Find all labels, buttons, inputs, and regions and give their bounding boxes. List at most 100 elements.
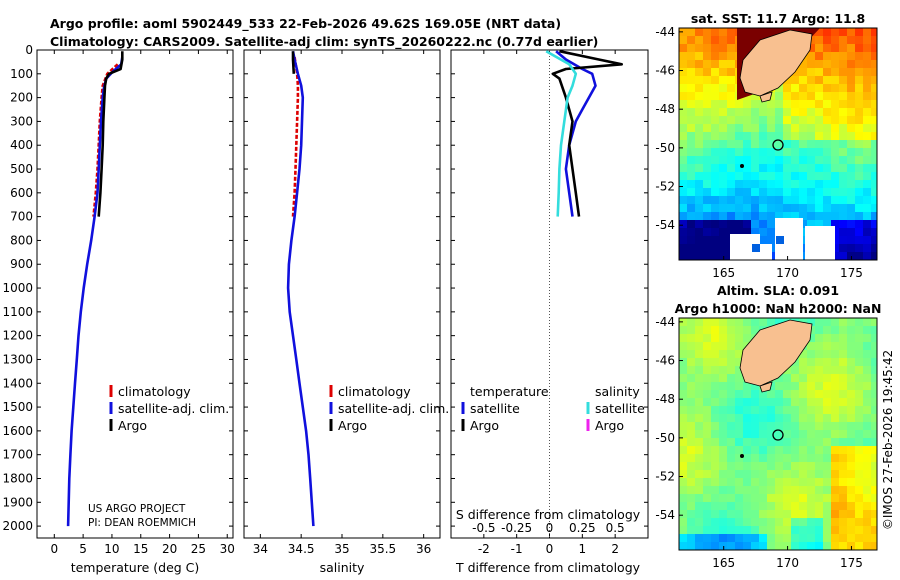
sst-cell xyxy=(799,76,807,84)
sla-cell xyxy=(703,542,711,550)
sla-cell xyxy=(855,382,863,390)
y-tick-label: 1200 xyxy=(2,329,33,343)
sst-cell xyxy=(831,180,839,188)
sla-cell xyxy=(695,350,703,358)
sla-cell xyxy=(831,462,839,470)
sla-cell xyxy=(727,374,735,382)
sla-cell xyxy=(855,542,863,550)
sst-cell xyxy=(831,84,839,92)
sla-cell xyxy=(871,494,877,502)
sst-cell xyxy=(847,172,855,180)
sla-float-marker xyxy=(772,429,784,441)
sla-cell xyxy=(759,518,767,526)
sla-cell xyxy=(703,342,711,350)
sst-cell xyxy=(735,228,743,236)
sla-cell xyxy=(719,494,727,502)
sst-cell xyxy=(679,116,687,124)
sla-cell xyxy=(679,486,687,494)
sla-cell xyxy=(791,518,799,526)
sla-cell xyxy=(799,390,807,398)
sst-cell xyxy=(839,140,847,148)
sst-cell xyxy=(823,204,831,212)
sla-cell xyxy=(775,382,783,390)
sla-cell xyxy=(751,422,759,430)
sla-cell xyxy=(855,454,863,462)
sla-map-title-2: Argo h1000: NaN h2000: NaN xyxy=(675,301,882,316)
sst-cell xyxy=(863,156,871,164)
sst-cell xyxy=(687,140,695,148)
legend-label-argo: Argo xyxy=(118,418,147,433)
sla-cell xyxy=(767,438,775,446)
sst-cell xyxy=(711,212,719,220)
sla-cell xyxy=(687,470,695,478)
sst-map-title: sat. SST: 11.7 Argo: 11.8 xyxy=(691,11,865,26)
sst-cell xyxy=(743,124,751,132)
sla-cell xyxy=(687,334,695,342)
sla-cell xyxy=(719,334,727,342)
sst-cell xyxy=(863,148,871,156)
sla-cell xyxy=(823,494,831,502)
sst-cell xyxy=(815,116,823,124)
sla-cell xyxy=(815,438,823,446)
sst-cell xyxy=(823,148,831,156)
sst-cell xyxy=(679,140,687,148)
sst-cell xyxy=(703,36,711,44)
sst-cell xyxy=(791,172,799,180)
sst-cell xyxy=(791,108,799,116)
sst-cell xyxy=(703,244,711,252)
project-label: US ARGO PROJECT xyxy=(88,503,186,515)
sla-cell xyxy=(823,454,831,462)
sla-cell xyxy=(687,550,695,558)
sla-cell xyxy=(839,534,847,542)
sst-cell xyxy=(711,244,719,252)
sla-cell xyxy=(703,502,711,510)
sla-cell xyxy=(823,342,831,350)
sla-cell xyxy=(687,446,695,454)
sla-cell xyxy=(727,534,735,542)
sst-cell xyxy=(863,36,871,44)
sst-cell xyxy=(703,52,711,60)
sst-cell xyxy=(839,36,847,44)
series-line-argo xyxy=(97,51,124,217)
sla-cell xyxy=(679,478,687,486)
sst-cell xyxy=(735,260,743,268)
sla-cell xyxy=(831,526,839,534)
sla-cell xyxy=(751,454,759,462)
sla-cell xyxy=(855,406,863,414)
sla-cell xyxy=(679,366,687,374)
sst-cell xyxy=(791,132,799,140)
sst-cell xyxy=(759,212,767,220)
sla-cell xyxy=(679,494,687,502)
sst-cell xyxy=(871,172,877,180)
sst-cell xyxy=(727,228,735,236)
sla-cell xyxy=(695,542,703,550)
temperature-xlabel: temperature (deg C) xyxy=(71,560,200,575)
sla-cell xyxy=(695,470,703,478)
sla-cell xyxy=(831,502,839,510)
sst-cell xyxy=(775,156,783,164)
missing-cell xyxy=(760,244,772,260)
sst-landmass xyxy=(739,29,813,97)
sst-cell xyxy=(767,228,775,236)
sla-cell xyxy=(871,406,877,414)
sst-cell xyxy=(687,100,695,108)
sst-cell xyxy=(711,180,719,188)
x-tick-label: 15 xyxy=(133,542,148,556)
sst-cell xyxy=(871,116,877,124)
sst-cell xyxy=(815,28,823,36)
sla-cell xyxy=(839,390,847,398)
sst-cell xyxy=(863,244,871,252)
sst-cell xyxy=(735,172,743,180)
sla-cell xyxy=(839,494,847,502)
sla-cell xyxy=(847,534,855,542)
sla-cell xyxy=(871,358,877,366)
sst-cell xyxy=(679,164,687,172)
sla-cell xyxy=(823,478,831,486)
sst-cell xyxy=(847,28,855,36)
sla-map-title-1: Altim. SLA: 0.091 xyxy=(717,283,839,298)
sst-cell xyxy=(799,100,807,108)
sst-cell xyxy=(847,228,855,236)
sla-cell xyxy=(703,358,711,366)
sla-cell xyxy=(759,526,767,534)
legend-label-temp-satellite: satellite xyxy=(470,401,520,416)
